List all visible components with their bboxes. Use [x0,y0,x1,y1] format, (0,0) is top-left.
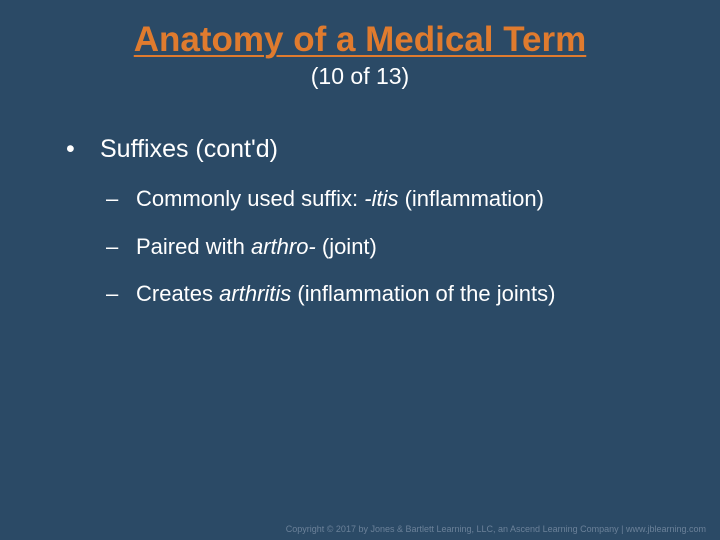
bullet-level2: – Paired with arthro- (joint) [106,232,660,262]
bullet-level2: – Commonly used suffix: -itis (inflammat… [106,184,660,214]
text-run: (inflammation) [398,186,543,211]
slide: Anatomy of a Medical Term (10 of 13) • S… [0,0,720,540]
slide-title: Anatomy of a Medical Term [0,20,720,60]
bullet-dash-icon: – [106,184,136,214]
text-run: Commonly used suffix: [136,186,364,211]
bullet-dot-icon: • [66,135,100,164]
bullet-level2-text: Creates arthritis (inflammation of the j… [136,279,555,309]
text-run: Creates [136,281,219,306]
bullet-level2-text: Commonly used suffix: -itis (inflammatio… [136,184,544,214]
text-run: Paired with [136,234,251,259]
bullet-level2-text: Paired with arthro- (joint) [136,232,377,262]
bullet-level1: • Suffixes (cont'd) [66,135,660,164]
bullet-dash-icon: – [106,232,136,262]
slide-body: • Suffixes (cont'd) – Commonly used suff… [66,135,660,327]
text-run-italic: -itis [364,186,398,211]
text-run: (joint) [316,234,377,259]
bullet-dash-icon: – [106,279,136,309]
text-run-italic: arthritis [219,281,291,306]
copyright-footer: Copyright © 2017 by Jones & Bartlett Lea… [286,524,706,534]
text-run: (inflammation of the joints) [291,281,555,306]
page-indicator: (10 of 13) [0,63,720,90]
text-run-italic: arthro- [251,234,316,259]
bullet-level1-text: Suffixes (cont'd) [100,135,278,164]
bullet-level2: – Creates arthritis (inflammation of the… [106,279,660,309]
